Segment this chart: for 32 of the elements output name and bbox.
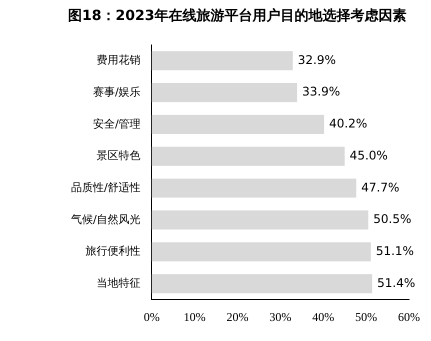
x-tick-label: 10%: [184, 310, 206, 324]
data-label: 33.9%: [302, 84, 340, 99]
bar: [152, 242, 371, 262]
x-tick-label: 30%: [269, 310, 292, 324]
data-label: 32.9%: [298, 52, 336, 67]
chart-title: 图18：2023年在线旅游平台用户目的地选择考虑因素: [68, 7, 406, 24]
data-label: 47.7%: [361, 180, 400, 194]
y-tick-label: 赛事/娱乐: [92, 85, 141, 98]
data-label: 51.1%: [376, 244, 414, 258]
bar: [152, 274, 372, 294]
data-label: 50.5%: [373, 212, 412, 226]
y-tick-label: 气候/自然风光: [70, 212, 141, 226]
y-tick-label: 当地特征: [96, 276, 141, 290]
x-tick-label: 0%: [144, 310, 160, 324]
data-label: 45.0%: [350, 148, 388, 162]
data-label: 51.4%: [377, 276, 416, 290]
y-tick-label: 旅行便利性: [86, 244, 141, 258]
x-tick-label: 40%: [312, 310, 334, 324]
x-tick-label: 50%: [355, 310, 378, 324]
bar: [152, 146, 345, 166]
bar: [152, 83, 298, 102]
bar: [152, 51, 293, 70]
y-tick-label: 费用花销: [96, 54, 141, 67]
bar: [152, 114, 324, 134]
y-tick-label: 品质性/舒适性: [70, 180, 141, 194]
x-tick-label: 60%: [398, 310, 420, 324]
data-label: 40.2%: [329, 116, 368, 131]
bar: [152, 178, 356, 198]
x-tick-label: 20%: [226, 310, 248, 324]
y-tick-label: 安全/管理: [92, 117, 141, 130]
bar: [152, 210, 368, 230]
y-tick-label: 景区特色: [96, 149, 141, 162]
